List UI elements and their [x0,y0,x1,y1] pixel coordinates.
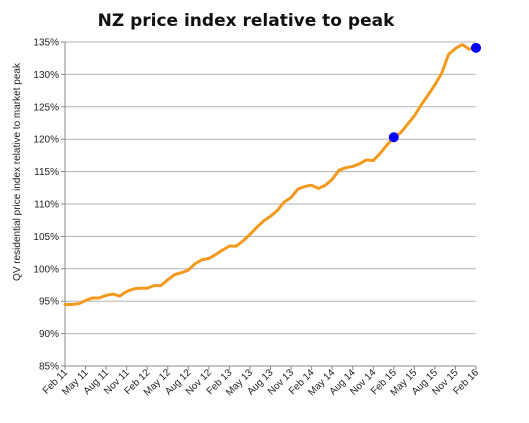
y-tick-label: 125% [33,102,59,113]
y-tick-label: 110% [34,200,59,211]
highlight-point [471,42,481,53]
highlight-markers [388,42,481,143]
axes [61,41,477,370]
y-tick-label: 120% [33,135,59,146]
series-line [63,43,478,306]
y-tick-labels: 85% 90% 95% 100% 105% 110% 115% 120% 125% 130% 135… [33,38,59,373]
chart-title: NZ price index relative to peak [98,11,395,31]
y-tick-label: 115% [34,167,59,178]
highlight-point [388,132,399,143]
y-tick-label: 90% [39,329,59,340]
y-tick-label: 135% [33,38,59,49]
series-line-layer [63,43,478,306]
y-tick-label: 105% [33,232,59,243]
y-axis-label: QV residential price index relative to m… [12,62,23,281]
y-tick-label: 85% [39,362,59,373]
gridlines [65,41,476,367]
y-tick-label: 100% [33,264,59,275]
y-tick-label: 130% [33,70,59,81]
y-tick-label: 95% [39,297,59,308]
